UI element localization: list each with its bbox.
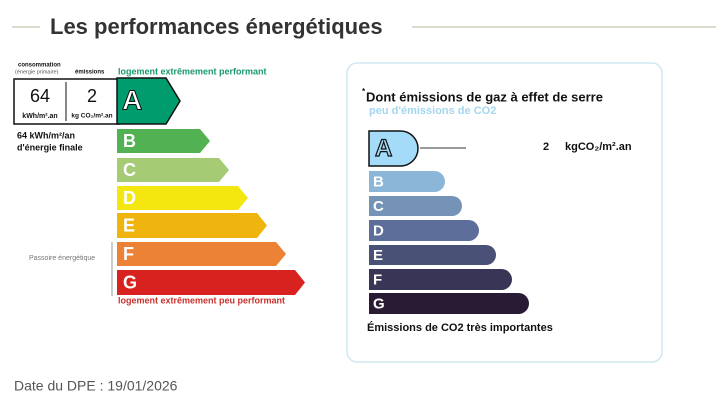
- ghg-class-bar: [369, 293, 529, 314]
- ghg-class-bar: [369, 269, 512, 290]
- ghg-class-letter: C: [373, 198, 384, 215]
- ghg-class-bar: [369, 245, 496, 265]
- consumption-unit: kWh/m².an: [22, 113, 57, 120]
- energy-class-bar: [117, 213, 267, 238]
- ghg-title: Dont émissions de gaz à effet de serre: [366, 89, 603, 104]
- emissions-value: 2: [87, 86, 97, 106]
- energy-class-letter: F: [123, 244, 134, 264]
- energy-class-letter: E: [123, 215, 135, 235]
- ghg-class-bar: [369, 220, 479, 241]
- final-energy-1: 64 kWh/m²/an: [17, 130, 75, 140]
- ghg-class-letter: A: [375, 135, 392, 162]
- ghg-asterisk: *: [362, 87, 366, 96]
- passoire-label: Passoire énergétique: [29, 255, 95, 262]
- emissions-label: émissions: [75, 70, 105, 76]
- energy-class-letter: C: [123, 160, 136, 180]
- ghg-class-letter: E: [373, 247, 383, 264]
- ghg-class-letter: B: [373, 173, 384, 190]
- ghg-class-letter: G: [373, 295, 385, 312]
- consumption-sub: (énergie primaire): [15, 69, 59, 75]
- energy-class-bar: [117, 186, 248, 210]
- emissions-unit: kg CO₂/m².an: [71, 113, 112, 120]
- ghg-class-bar: [369, 171, 446, 192]
- energy-class-letter: G: [123, 272, 137, 292]
- ghg-top-label: peu d'émissions de CO2: [369, 105, 496, 117]
- consumption-label: consommation: [18, 63, 61, 69]
- ghg-value: 2: [543, 141, 549, 153]
- dpe-date: Date du DPE : 19/01/2026: [14, 378, 178, 394]
- ghg-bottom-label: Émissions de CO2 très importantes: [367, 321, 553, 334]
- bottom-label: logement extrêmement peu performant: [118, 295, 285, 305]
- ghg-class-bar: [369, 196, 462, 216]
- energy-class-bar: [117, 158, 229, 182]
- page-title: Les performances énergétiques: [50, 14, 383, 39]
- energy-class-bar: [117, 270, 305, 295]
- consumption-value: 64: [30, 86, 50, 106]
- energy-class-letter: B: [123, 131, 136, 151]
- energy-class-letter: A: [122, 84, 142, 115]
- energy-class-letter: D: [123, 188, 136, 208]
- top-label: logement extrêmement performant: [118, 66, 267, 76]
- final-energy-2: d'énergie finale: [17, 142, 83, 152]
- ghg-class-letter: D: [373, 222, 384, 239]
- energy-class-bar: [117, 129, 210, 153]
- ghg-unit: kgCO₂/m².an: [565, 141, 632, 153]
- energy-class-bar: [117, 242, 286, 266]
- ghg-class-bar: [368, 130, 419, 167]
- ghg-class-letter: F: [373, 271, 382, 288]
- energy-class-bar: [116, 77, 181, 125]
